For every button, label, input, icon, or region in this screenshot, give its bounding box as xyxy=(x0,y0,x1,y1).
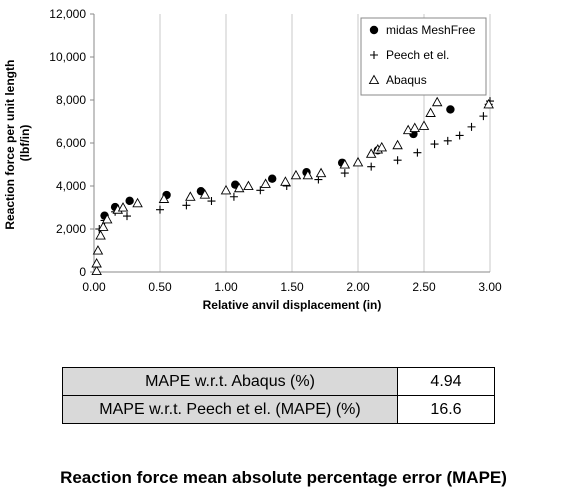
figure-caption: Reaction force mean absolute percentage … xyxy=(60,468,507,487)
legend: midas MeshFree Peech et el. Abaqus xyxy=(360,17,487,96)
legend-marker-peech-et-el xyxy=(370,51,378,59)
abaqus-point xyxy=(392,139,403,150)
abaqus-point xyxy=(199,189,211,199)
abaqus-point xyxy=(243,180,254,191)
abaqus-point xyxy=(376,141,388,152)
table-row: MAPE w.r.t. Abaqus (%) 4.94 xyxy=(62,367,495,396)
abaqus-point xyxy=(409,122,421,133)
peech-et-el-point xyxy=(123,212,131,221)
mape-peech-label: MAPE w.r.t. Peech et el. (MAPE) (%) xyxy=(62,395,398,424)
mape-abaqus-label: MAPE w.r.t. Abaqus (%) xyxy=(62,367,398,396)
abaqus-point xyxy=(339,159,351,169)
peech-et-el-point xyxy=(229,192,238,201)
y-tick-labels: 0 2,000 4,000 6,000 8,000 10,000 12,000 xyxy=(49,7,94,279)
abaqus-point xyxy=(483,98,494,109)
peech-et-el-point xyxy=(256,186,265,195)
y-tick-label: 0 xyxy=(79,265,86,279)
abaqus-point xyxy=(97,221,109,231)
abaqus-point xyxy=(302,169,314,180)
abaqus-point xyxy=(425,107,436,117)
legend-label-peech-et-el: Peech et el. xyxy=(386,48,449,62)
abaqus-point xyxy=(91,265,102,275)
legend-label-abaqus: Abaqus xyxy=(386,73,427,87)
y-axis-title: Reaction force per unit length (lbf/in) xyxy=(3,56,32,229)
x-tick-label: 1.00 xyxy=(214,280,238,294)
peech-et-el-point xyxy=(182,201,191,210)
mape-abaqus-value: 4.94 xyxy=(397,367,495,396)
abaqus-point xyxy=(315,167,327,178)
y-tick-label: 2,000 xyxy=(56,222,86,236)
x-tick-label: 2.50 xyxy=(412,280,436,294)
abaqus-point xyxy=(92,245,104,255)
data-markers xyxy=(91,96,494,275)
abaqus-point xyxy=(95,230,106,240)
abaqus-point xyxy=(185,191,196,201)
y-tick-label: 6,000 xyxy=(56,136,86,150)
x-tick-label: 1.50 xyxy=(280,280,304,294)
x-tick-label: 2.00 xyxy=(346,280,370,294)
y-tick-label: 4,000 xyxy=(56,179,86,193)
x-axis-title: Relative anvil displacement (in) xyxy=(203,298,382,312)
peech-et-el-point xyxy=(467,122,476,131)
legend-items: midas MeshFree Peech et el. Abaqus xyxy=(368,23,476,87)
legend-marker-midas-meshfree xyxy=(369,25,379,35)
table-row: MAPE w.r.t. Peech et el. (MAPE) (%) 16.6 xyxy=(62,395,495,424)
abaqus-point xyxy=(233,182,245,193)
peech-et-el-point xyxy=(430,140,439,149)
reaction-force-chart: 0.00 0.50 1.00 1.50 2.00 2.50 3.00 0 2,000 4,000… xyxy=(3,7,502,312)
peech-et-el-point xyxy=(367,162,376,171)
peech-et-el-point xyxy=(340,169,349,178)
x-tick-labels: 0.00 0.50 1.00 1.50 2.00 2.50 3.00 xyxy=(82,280,502,294)
legend-marker-abaqus xyxy=(368,74,380,85)
mape-peech-value: 16.6 xyxy=(397,395,495,424)
midas-meshfree-point xyxy=(268,174,277,183)
abaqus-point xyxy=(260,178,271,188)
midas-meshfree-point xyxy=(125,196,134,206)
grid-lines xyxy=(159,14,491,272)
peech-et-el-point xyxy=(479,112,488,121)
abaqus-point xyxy=(280,176,291,186)
abaqus-point xyxy=(132,197,143,208)
peech-et-el-point xyxy=(455,131,464,140)
x-tick-label: 0.00 xyxy=(82,280,106,294)
abaqus-point xyxy=(101,213,113,224)
y-tick-label: 8,000 xyxy=(56,93,86,107)
abaqus-point xyxy=(290,169,302,180)
y-tick-label: 12,000 xyxy=(49,7,86,21)
x-tick-label: 0.50 xyxy=(148,280,172,294)
y-axis-title-line-1: Reaction force per unit length xyxy=(3,60,17,230)
abaqus-point xyxy=(431,96,443,107)
abaqus-point xyxy=(91,257,102,268)
midas-meshfree-point xyxy=(446,105,455,114)
legend-label-midas-meshfree: midas MeshFree xyxy=(386,23,476,37)
abaqus-point xyxy=(158,193,170,203)
peech-et-el-point xyxy=(393,156,402,165)
abaqus-point xyxy=(352,156,364,167)
abaqus-point xyxy=(418,120,430,130)
peech-et-el-point xyxy=(443,136,452,145)
mape-table: MAPE w.r.t. Abaqus (%) 4.94 MAPE w.r.t. … xyxy=(62,367,495,424)
y-tick-label: 10,000 xyxy=(49,50,86,64)
abaqus-point xyxy=(117,202,129,212)
y-axis-title-line-2: (lbf/in) xyxy=(18,125,32,162)
peech-et-el-point xyxy=(413,148,422,157)
peech-et-el-point xyxy=(156,205,164,214)
legend-box xyxy=(360,17,487,96)
x-tick-label: 3.00 xyxy=(478,280,502,294)
peech-et-el-point xyxy=(207,197,216,206)
abaqus-point xyxy=(220,184,232,195)
